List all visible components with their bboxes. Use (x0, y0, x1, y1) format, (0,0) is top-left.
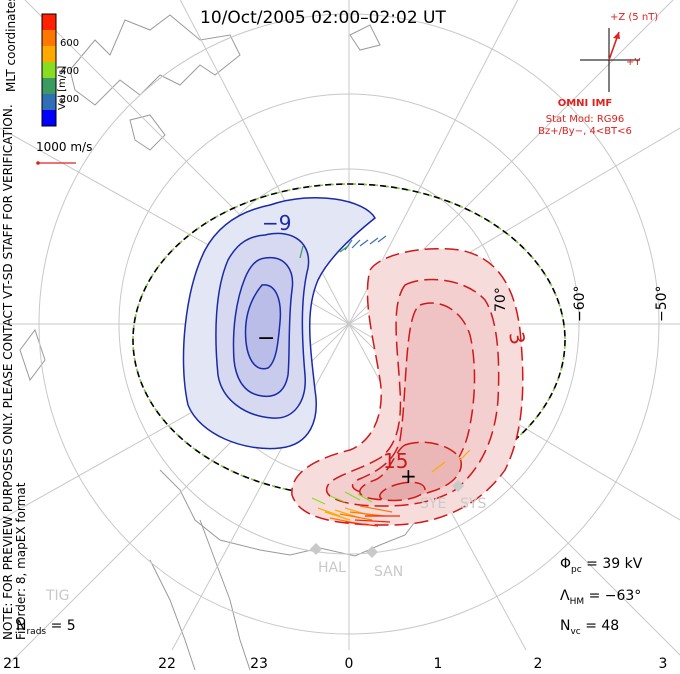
colorbar-segment (42, 94, 56, 110)
coastlines (19, 14, 426, 671)
potential-maximum-marker: + (400, 464, 417, 488)
reference-vector (36, 161, 76, 165)
colorbar-segment (42, 110, 56, 126)
mlt-tick-22: 22 (158, 656, 176, 672)
site-label-hal: HAL (318, 560, 346, 576)
negative-contour-label: −9 (262, 211, 291, 235)
colorbar-segment (42, 78, 56, 94)
hm-boundary-latitude: ΛHM = −63° (560, 588, 642, 607)
radar-site-markers (310, 480, 464, 558)
positive-convection-cell (291, 247, 524, 526)
coordinate-system-label: MLT coordinates (4, 0, 18, 92)
radar-count: Nrads = 5 (16, 618, 76, 637)
cross-polar-potential: Φpc = 39 kV (560, 556, 643, 575)
site-label-san: SAN (374, 564, 404, 580)
mlt-tick-1: 1 (433, 656, 443, 672)
latitude-label-minus60: −60° (572, 285, 588, 322)
colorbar-segment (42, 14, 56, 30)
velocity-colorbar (41, 13, 57, 127)
stat-condition-label: Bz+/By−, 4<BT<6 (538, 126, 632, 137)
preview-note: NOTE: FOR PREVIEW PURPOSES ONLY. PLEASE … (1, 104, 28, 640)
mlt-tick-21: 21 (3, 656, 21, 672)
map-title: 10/Oct/2005 02:00–02:02 UT (200, 8, 446, 28)
imf-clock-diagram (580, 28, 640, 92)
stat-model-label: Stat Mod: RG96 (545, 114, 625, 125)
colorbar-tick-600: 600 (60, 38, 80, 49)
site-label-sys: SYS (460, 496, 487, 512)
negative-convection-cell (182, 196, 376, 450)
mlt-tick-23: 23 (250, 656, 268, 672)
latitude-label-70: 70° (493, 287, 509, 312)
mlt-tick-3: 3 (658, 656, 668, 672)
positive-contour-label-3: 3 (504, 330, 530, 347)
potential-minimum-marker: − (257, 326, 275, 351)
colorbar-tick-400: 400 (60, 66, 80, 77)
reference-vector-label: 1000 m/s (36, 140, 93, 154)
imf-y-label: +Y (626, 57, 641, 68)
imf-source-label: OMNI IMF (557, 98, 613, 109)
site-label-tig: TIG (46, 588, 70, 604)
velocity-vectors (299, 235, 471, 527)
site-label-sye: SYE (420, 496, 447, 512)
colorbar-segment (42, 30, 56, 46)
latitude-label-minus50: −50° (654, 285, 670, 322)
colorbar-tick-200: 200 (60, 94, 80, 105)
positive-contour-label-15: 15 (383, 449, 408, 473)
vector-count: Nvc = 48 (560, 618, 620, 637)
mlt-tick-0: 0 (344, 656, 354, 672)
heppner-maynard-boundary (132, 183, 566, 497)
colorbar-frame (41, 13, 57, 127)
colorbar-segment (42, 46, 56, 62)
mlt-tick-2: 2 (533, 656, 543, 672)
colorbar-segment (42, 62, 56, 78)
fit-order-line: FitOrder: 8, mapEX format (14, 482, 28, 640)
imf-z-label: +Z (5 nT) (610, 12, 659, 23)
